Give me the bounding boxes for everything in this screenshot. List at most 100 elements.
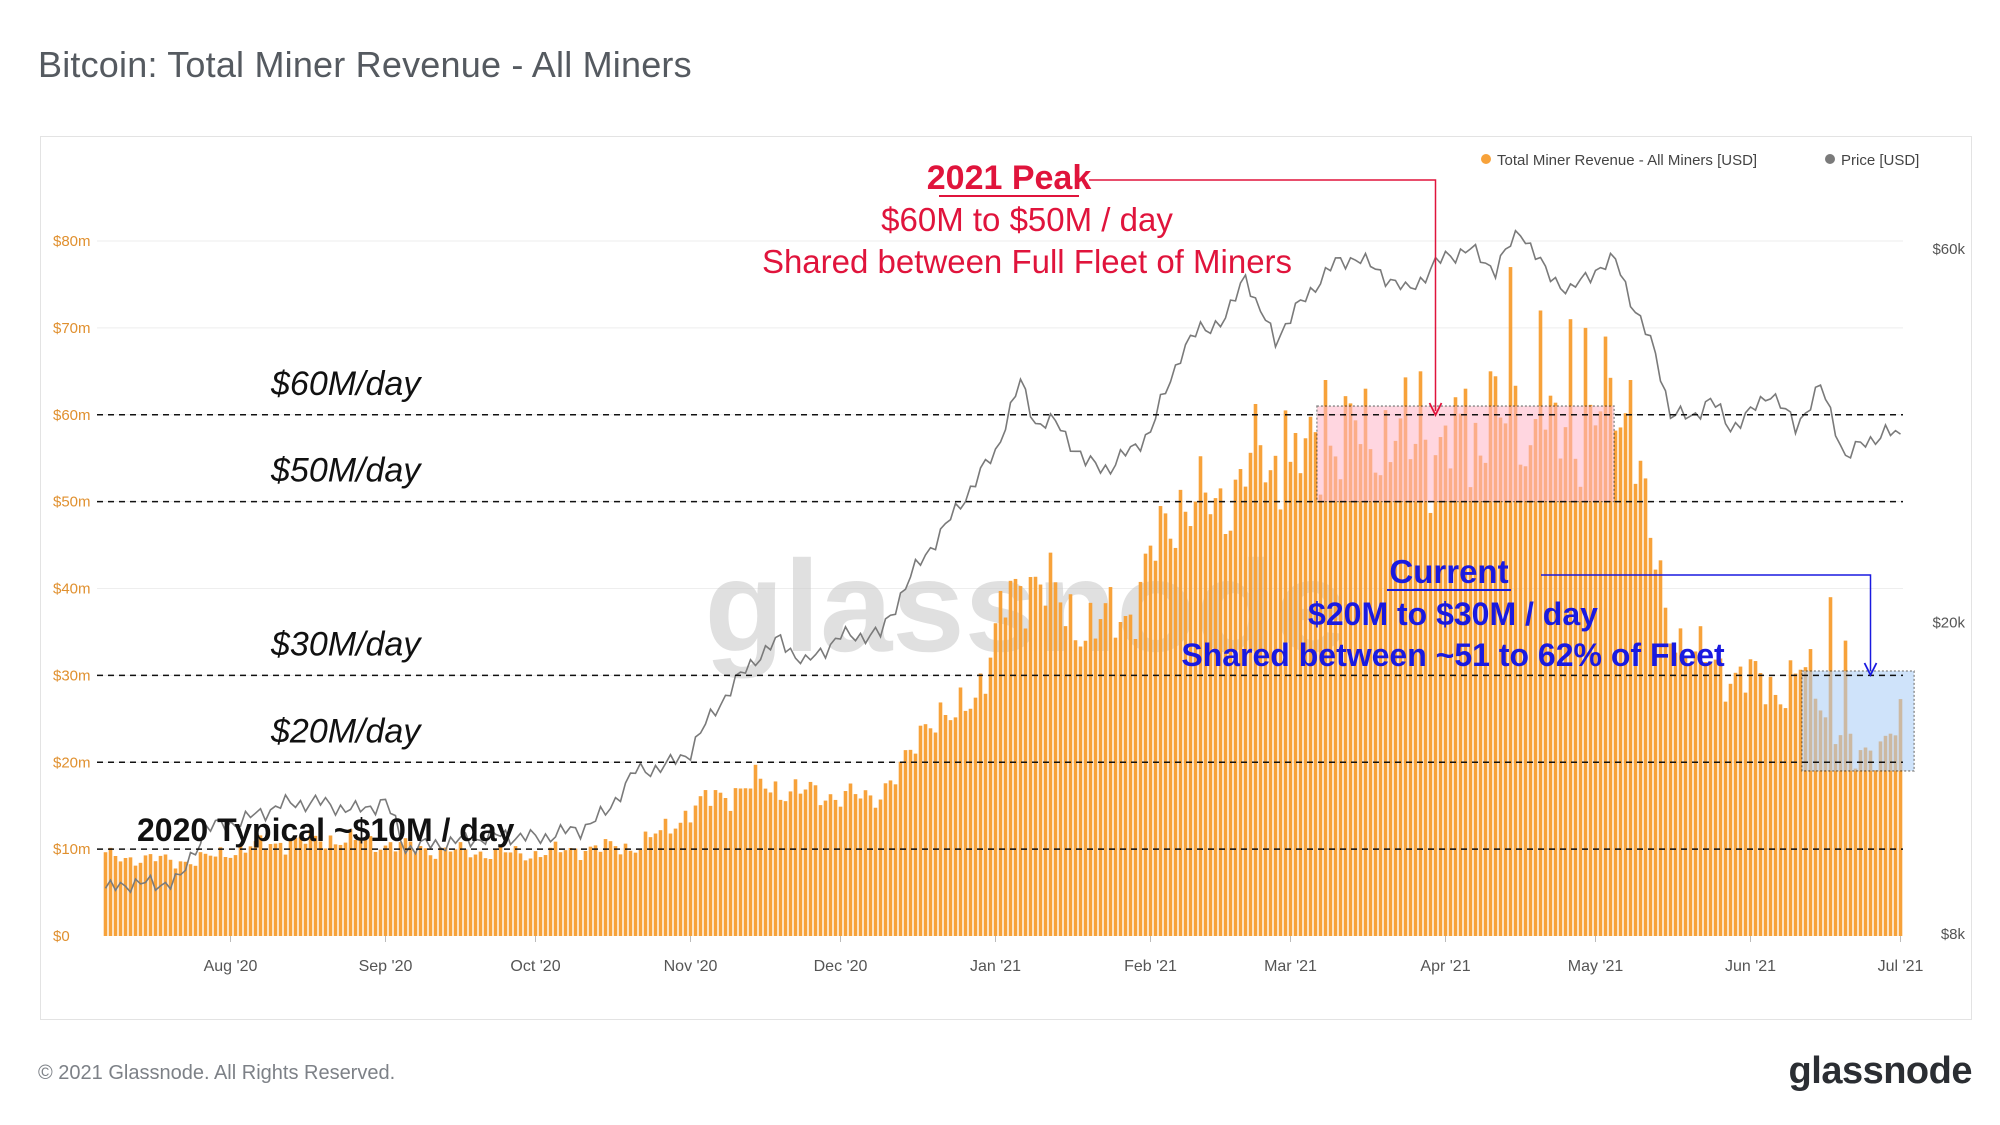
- revenue-bar: [1553, 402, 1558, 936]
- revenue-bar: [1143, 553, 1148, 936]
- revenue-bar: [1728, 683, 1733, 936]
- revenue-bar: [508, 852, 513, 936]
- revenue-bar: [733, 788, 738, 936]
- revenue-bar: [1183, 511, 1188, 936]
- revenue-bar: [1003, 617, 1008, 936]
- revenue-bar: [1653, 569, 1658, 936]
- revenue-bar: [1708, 662, 1713, 936]
- revenue-bar: [1698, 626, 1703, 936]
- revenue-bar: [493, 848, 498, 936]
- revenue-bar: [618, 854, 623, 936]
- revenue-bar: [1808, 649, 1813, 936]
- revenue-bar: [1188, 526, 1193, 936]
- revenue-bar: [868, 795, 873, 936]
- revenue-bar: [1743, 692, 1748, 936]
- revenue-bar: [818, 805, 823, 936]
- revenue-bar: [243, 852, 248, 936]
- revenue-bar: [713, 790, 718, 936]
- revenue-bar: [548, 847, 553, 936]
- revenue-bar: [1613, 430, 1618, 936]
- revenue-bar: [1528, 445, 1533, 936]
- revenue-bar: [1738, 666, 1743, 936]
- revenue-bar: [383, 845, 388, 936]
- revenue-bar: [893, 784, 898, 936]
- revenue-bar: [1508, 267, 1513, 936]
- revenue-bar: [223, 856, 228, 936]
- revenue-bar: [1193, 501, 1198, 936]
- x-tick-label: Aug '20: [204, 958, 258, 975]
- y-left-tick-label: $80m: [53, 233, 91, 250]
- revenue-bar: [298, 836, 303, 936]
- y-right-tick-label: $8k: [1941, 926, 1966, 943]
- revenue-bar: [1593, 425, 1598, 936]
- revenue-bar: [1543, 429, 1548, 936]
- revenue-bar: [1813, 698, 1818, 936]
- revenue-bar: [368, 836, 373, 936]
- revenue-bar: [793, 779, 798, 936]
- revenue-bar: [308, 829, 313, 936]
- revenue-bar: [683, 810, 688, 936]
- revenue-bar: [373, 851, 378, 936]
- revenue-bar: [1693, 651, 1698, 936]
- revenue-bar: [1478, 455, 1483, 936]
- revenue-bar: [248, 846, 253, 936]
- revenue-bar: [983, 693, 988, 936]
- revenue-bar: [1318, 494, 1323, 936]
- revenue-bar: [1583, 327, 1588, 936]
- revenue-bar: [1733, 672, 1738, 936]
- revenue-bar: [1898, 699, 1903, 936]
- revenue-bar: [1568, 319, 1573, 936]
- revenue-bar: [428, 855, 433, 936]
- revenue-bar: [1473, 422, 1478, 936]
- revenue-bar: [1033, 576, 1038, 936]
- revenue-bar: [808, 781, 813, 936]
- x-tick-label: Nov '20: [664, 958, 718, 975]
- revenue-bar: [1718, 658, 1723, 936]
- x-tick-label: May '21: [1568, 958, 1624, 975]
- revenue-bar: [988, 657, 993, 936]
- revenue-bar: [388, 842, 393, 936]
- revenue-bar: [343, 842, 348, 936]
- revenue-bar: [933, 732, 938, 936]
- revenue-bar: [848, 783, 853, 936]
- revenue-bar: [768, 792, 773, 936]
- revenue-bar: [1423, 439, 1428, 936]
- revenue-bar: [838, 806, 843, 936]
- x-tick-label: Jan '21: [970, 958, 1021, 975]
- revenue-bar: [143, 855, 148, 936]
- revenue-bar: [1893, 735, 1898, 936]
- revenue-bar: [593, 845, 598, 936]
- y-left-tick-label: $0: [53, 928, 70, 945]
- revenue-bar: [138, 862, 143, 936]
- revenue-bar: [1133, 638, 1138, 936]
- revenue-bar: [513, 846, 518, 936]
- revenue-bar: [288, 840, 293, 936]
- miner-revenue-chart[interactable]: glassnode$60M/day$50M/day$30M/day$20M/da…: [41, 137, 1973, 1021]
- revenue-bar: [203, 853, 208, 936]
- revenue-bar: [268, 844, 273, 936]
- revenue-bar: [1723, 701, 1728, 936]
- revenue-bar: [1093, 638, 1098, 936]
- revenue-bar: [433, 858, 438, 936]
- revenue-bar: [828, 794, 833, 936]
- revenue-bar: [473, 854, 478, 936]
- y-left-tick-label: $50m: [53, 494, 91, 511]
- revenue-bar: [913, 753, 918, 936]
- y-left-tick-label: $20m: [53, 754, 91, 771]
- revenue-bar: [888, 780, 893, 936]
- current-annotation-title: Current: [1389, 553, 1508, 590]
- glassnode-logo[interactable]: glassnode: [1788, 1050, 1973, 1092]
- revenue-bar: [783, 801, 788, 936]
- revenue-bar: [843, 791, 848, 936]
- revenue-bar: [678, 822, 683, 936]
- revenue-bar: [1558, 458, 1563, 936]
- revenue-bar: [943, 715, 948, 936]
- revenue-bar: [1713, 659, 1718, 936]
- revenue-bar: [603, 839, 608, 936]
- revenue-bar: [1203, 492, 1208, 936]
- revenue-bar: [1278, 509, 1283, 936]
- revenue-bar: [653, 833, 658, 936]
- revenue-bar: [1683, 657, 1688, 936]
- revenue-bar: [1308, 416, 1313, 937]
- revenue-bar: [873, 807, 878, 936]
